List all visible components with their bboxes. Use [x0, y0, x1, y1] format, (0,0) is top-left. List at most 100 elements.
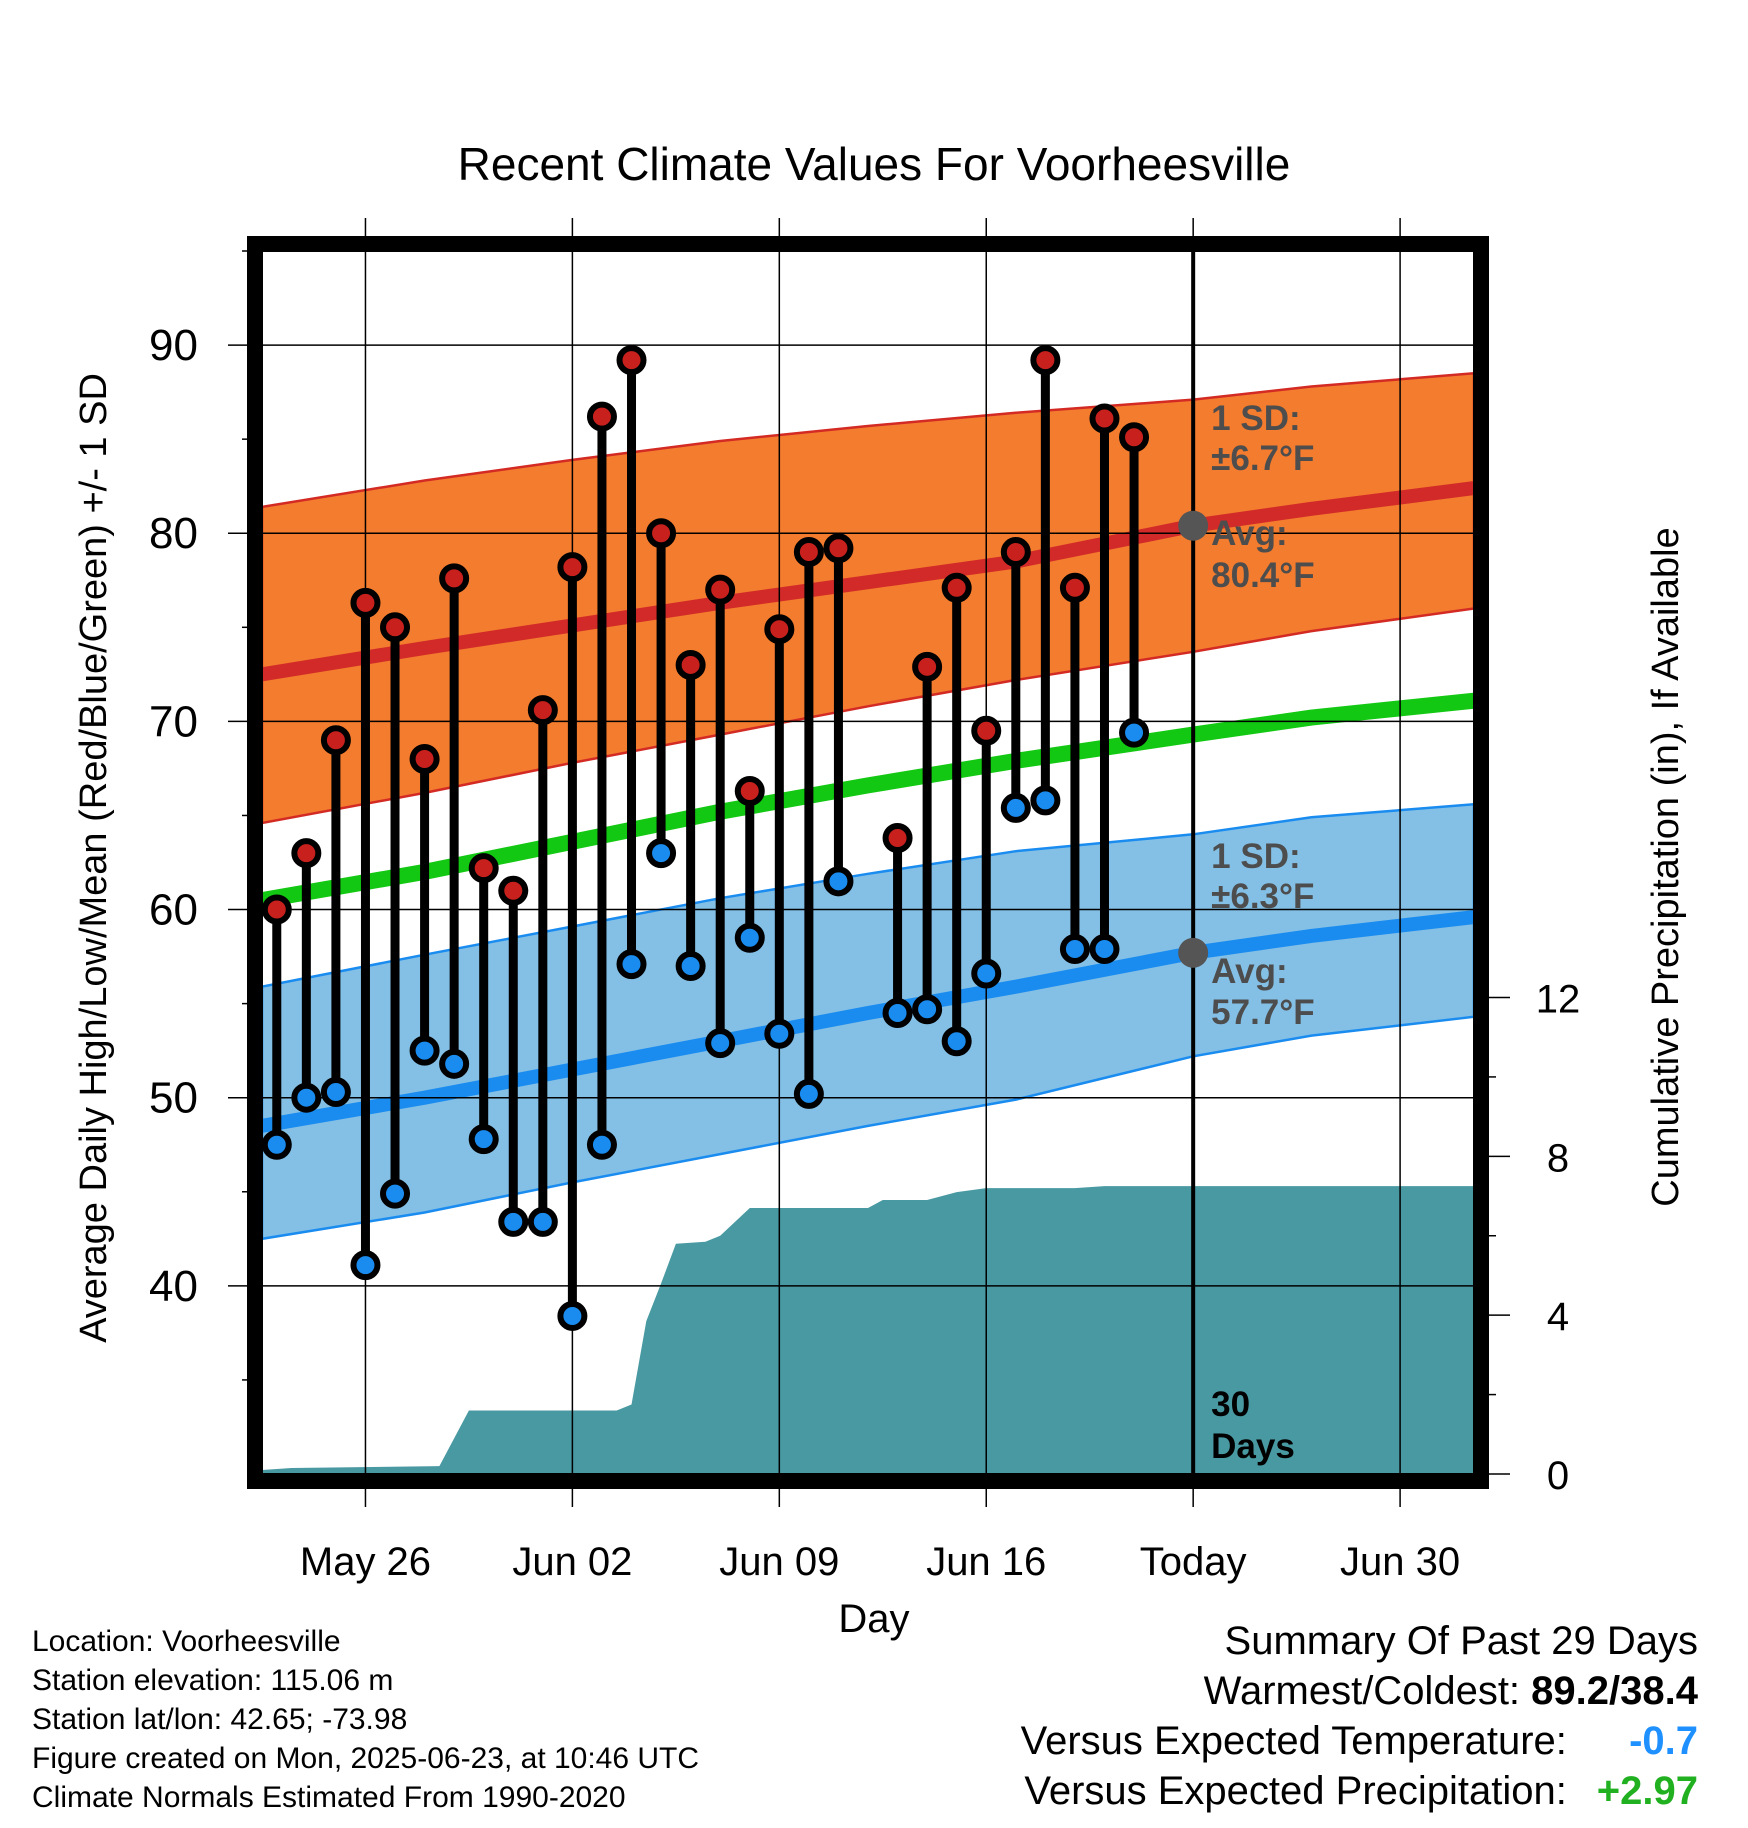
- temp-anomaly-label: Versus Expected Temperature:: [1020, 1719, 1567, 1763]
- daily-high-point: [468, 853, 499, 884]
- daily-high-point: [320, 725, 351, 756]
- low-normal-marker: [1178, 937, 1209, 968]
- daily-low-point: [823, 866, 854, 897]
- daily-high-point: [409, 744, 440, 775]
- x-tick-label: Jun 02: [512, 1540, 632, 1584]
- y-tick-label: 80: [149, 509, 198, 558]
- daily-high-point: [557, 552, 588, 583]
- high-avg-label: Avg:: [1211, 514, 1287, 553]
- chart-title: Recent Climate Values For Voorheesville: [458, 138, 1291, 190]
- daily-high-point: [586, 401, 617, 432]
- daily-high-point: [793, 537, 824, 568]
- station-info: Location: Voorheesville Station elevatio…: [32, 1622, 699, 1817]
- daily-low-point: [705, 1028, 736, 1059]
- daily-low-point: [468, 1124, 499, 1155]
- y-tick-label: 90: [149, 321, 198, 370]
- daily-low-point: [262, 1129, 292, 1160]
- today-days-number: 30: [1211, 1385, 1250, 1424]
- daily-low-point: [498, 1206, 529, 1237]
- daily-high-point: [882, 823, 913, 854]
- daily-high-point: [734, 776, 765, 807]
- daily-high-point: [262, 894, 292, 925]
- normal-high-line: [262, 481, 1474, 682]
- daily-low-point: [675, 950, 706, 981]
- daily-high-point: [1059, 572, 1090, 603]
- y2-axis-label: Cumulative Precipitation (in), If Availa…: [1645, 527, 1687, 1206]
- location-text: Location: Voorheesville: [32, 1625, 341, 1658]
- x-tick-label: Jun 09: [719, 1540, 839, 1584]
- daily-low-point: [439, 1048, 470, 1079]
- low-avg-value: 57.7°F: [1211, 993, 1315, 1032]
- y2-tick-label: 0: [1547, 1454, 1569, 1498]
- daily-low-point: [646, 838, 677, 869]
- daily-low-point: [912, 994, 943, 1025]
- daily-low-point: [1030, 785, 1061, 816]
- daily-low-point: [409, 1035, 440, 1066]
- summary-precip-row: Versus Expected Precipitation: +2.97: [1021, 1766, 1698, 1816]
- daily-low-point: [793, 1078, 824, 1109]
- daily-low-point: [941, 1026, 972, 1057]
- daily-low-point: [291, 1082, 322, 1113]
- daily-high-point: [498, 875, 529, 906]
- daily-low-point: [734, 922, 765, 953]
- plot-content: [262, 251, 1474, 1474]
- daily-low-point: [350, 1250, 381, 1281]
- daily-high-point: [380, 612, 411, 643]
- y2-tick-label: 4: [1547, 1295, 1569, 1339]
- daily-low-point: [764, 1018, 795, 1049]
- daily-low-point: [616, 949, 647, 980]
- daily-low-point: [380, 1178, 411, 1209]
- y-tick-label: 70: [149, 697, 198, 746]
- daily-low-point: [971, 958, 1002, 989]
- daily-high-point: [912, 651, 943, 682]
- daily-high-point: [823, 533, 854, 564]
- warm-cold-value: 89.2/38.4: [1531, 1669, 1698, 1713]
- daily-low-point: [527, 1206, 558, 1237]
- high-sd-label: 1 SD:: [1211, 399, 1300, 438]
- daily-high-point: [705, 574, 736, 605]
- daily-high-point: [616, 345, 647, 376]
- low-sd-value: ±6.3°F: [1211, 877, 1314, 916]
- today-days-label: Days: [1211, 1427, 1295, 1466]
- normal-low-line: [262, 910, 1474, 1133]
- precip-anomaly-value: +2.97: [1596, 1769, 1698, 1813]
- daily-high-point: [439, 563, 470, 594]
- summary-warm-cold-row: Warmest/Coldest: 89.2/38.4: [1021, 1666, 1698, 1716]
- daily-high-point: [350, 587, 381, 618]
- daily-low-point: [1000, 792, 1031, 823]
- x-tick-label: Jun 16: [926, 1540, 1046, 1584]
- summary-temp-row: Versus Expected Temperature: -0.7: [1021, 1716, 1698, 1766]
- warm-cold-label: Warmest/Coldest:: [1203, 1669, 1521, 1713]
- daily-high-point: [1089, 403, 1120, 434]
- daily-high-point: [1119, 422, 1150, 453]
- x-tick-label: Today: [1140, 1540, 1247, 1584]
- created-text: Figure created on Mon, 2025-06-23, at 10…: [32, 1742, 700, 1775]
- daily-high-point: [646, 518, 677, 549]
- y-tick-label: 60: [149, 886, 198, 935]
- high-sd-value: ±6.7°F: [1211, 439, 1314, 478]
- high-avg-value: 80.4°F: [1211, 556, 1315, 595]
- summary-panel: Summary Of Past 29 Days Warmest/Coldest:…: [1021, 1616, 1698, 1816]
- y2-tick-label: 12: [1536, 978, 1581, 1022]
- daily-high-point: [527, 695, 558, 726]
- plot-frame: [247, 236, 1489, 1489]
- y2-tick-label: 8: [1547, 1136, 1569, 1180]
- x-tick-label: Jun 30: [1340, 1540, 1460, 1584]
- x-tick-label: May 26: [300, 1540, 431, 1584]
- daily-high-point: [1030, 345, 1061, 376]
- daily-high-point: [291, 838, 322, 869]
- temp-anomaly-value: -0.7: [1629, 1719, 1698, 1763]
- high-normal-marker: [1178, 510, 1209, 541]
- daily-low-point: [1059, 934, 1090, 965]
- daily-high-point: [971, 715, 1002, 746]
- low-sd-label: 1 SD:: [1211, 837, 1300, 876]
- low-avg-label: Avg:: [1211, 952, 1287, 991]
- daily-high-point: [941, 572, 972, 603]
- precip-anomaly-label: Versus Expected Precipitation:: [1024, 1769, 1567, 1813]
- precip-area: [262, 1186, 1474, 1474]
- y-axis-label: Average Daily High/Low/Mean (Red/Blue/Gr…: [73, 373, 115, 1343]
- latlon-text: Station lat/lon: 42.65; -73.98: [32, 1703, 408, 1736]
- daily-high-point: [764, 614, 795, 645]
- daily-low-point: [1089, 934, 1120, 965]
- y-tick-label: 50: [149, 1074, 198, 1123]
